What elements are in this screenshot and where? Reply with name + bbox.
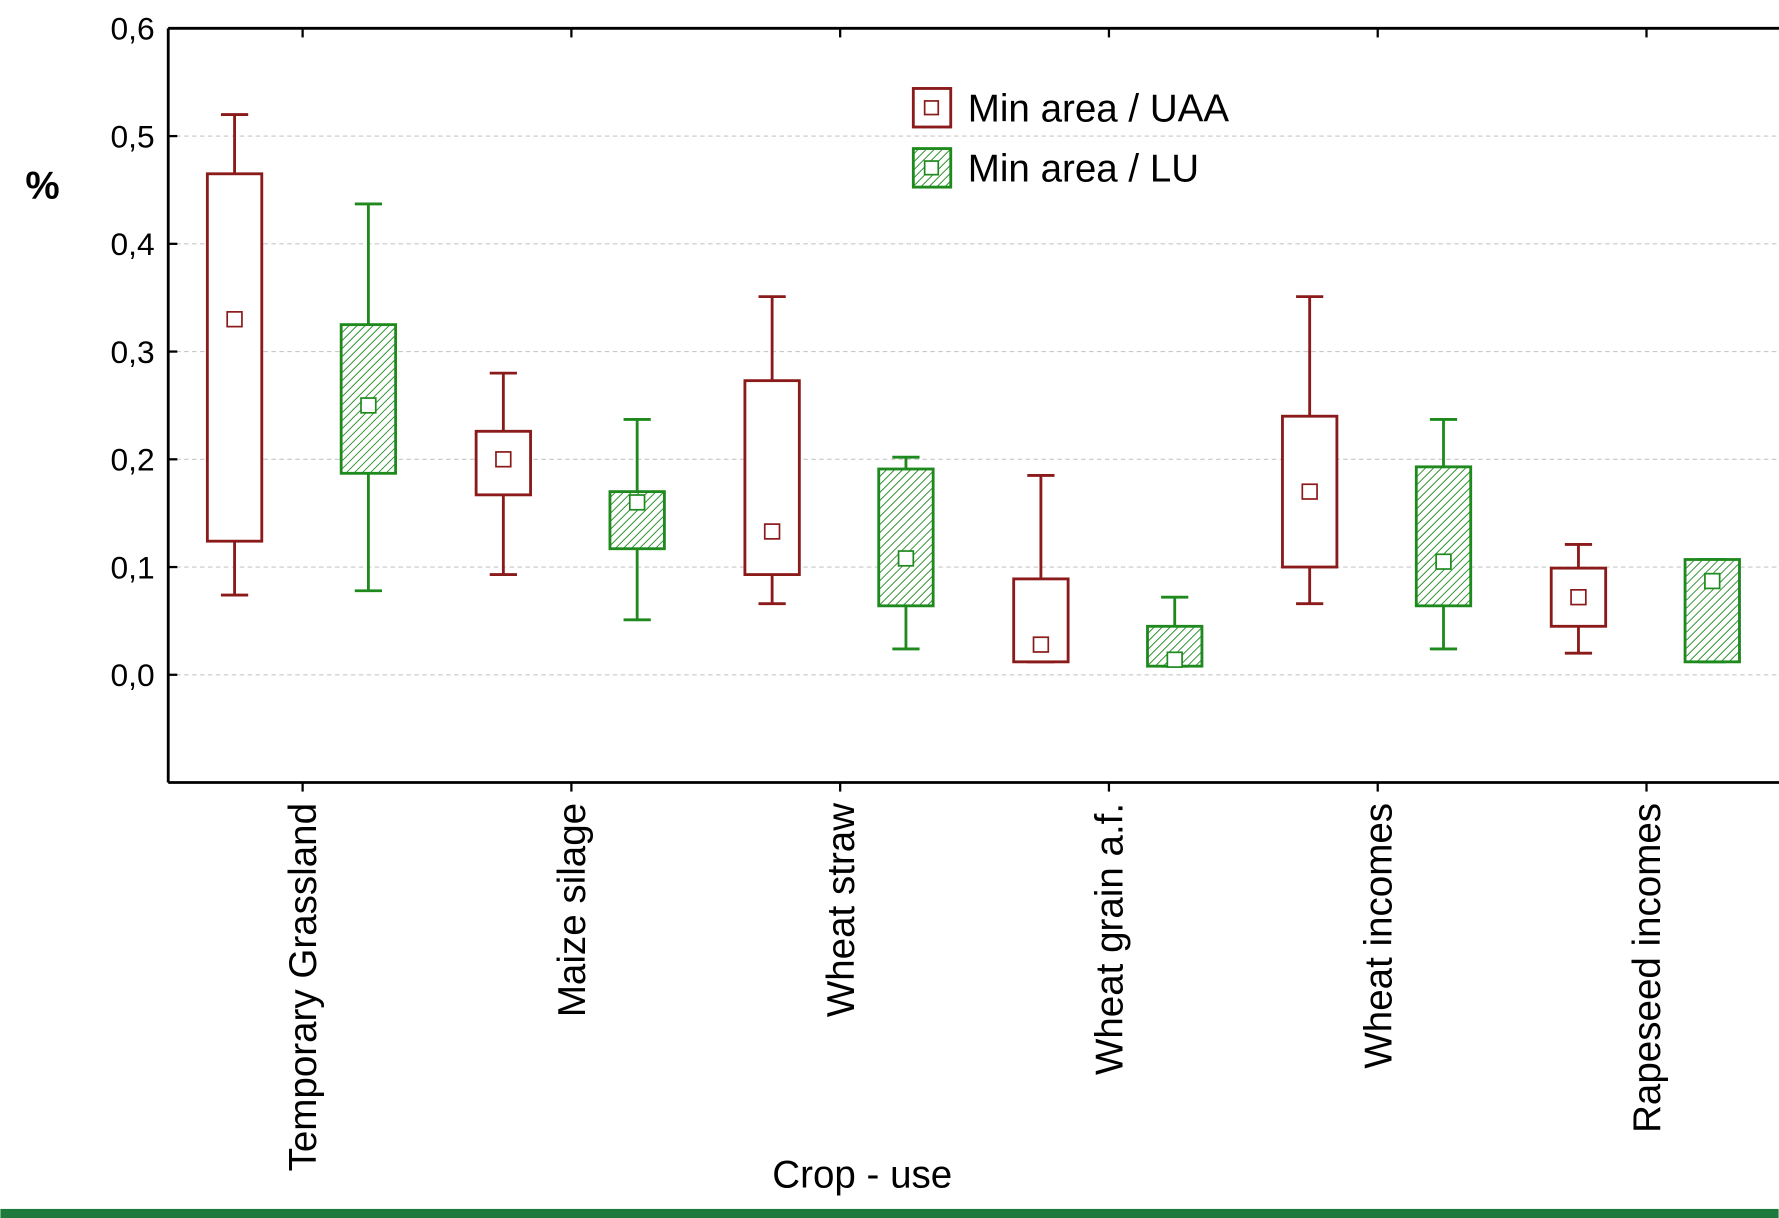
box [1551, 544, 1605, 653]
box [745, 297, 799, 604]
box [1014, 475, 1068, 661]
box [341, 204, 395, 591]
box [610, 419, 664, 619]
x-tick-label: Wheat incomes [1357, 803, 1400, 1069]
x-tick-label: Temporary Grassland [282, 803, 325, 1171]
y-tick-label: 0,2 [110, 442, 154, 478]
x-tick-label: Maize silage [551, 803, 594, 1017]
box [1148, 597, 1202, 667]
legend-label: Min area / UAA [968, 87, 1230, 130]
y-tick-label: 0,0 [110, 657, 154, 693]
box [476, 373, 530, 574]
box [1416, 419, 1470, 648]
box-body [879, 469, 933, 606]
x-axis-label: Crop - use [772, 1153, 952, 1196]
y-tick-label: 0,3 [110, 334, 154, 370]
y-tick-label: 0,5 [110, 118, 154, 154]
x-tick-label: Wheat straw [820, 803, 863, 1017]
box-body [745, 381, 799, 575]
legend-marker [925, 101, 939, 115]
box [207, 115, 261, 596]
mid-marker [1302, 484, 1317, 499]
box-body [1416, 467, 1470, 606]
mid-marker [899, 551, 914, 566]
box-body [207, 174, 261, 541]
y-axis-label: % [25, 164, 59, 207]
y-tick-label: 0,1 [110, 549, 154, 585]
mid-marker [1571, 590, 1586, 605]
box [879, 457, 933, 649]
mid-marker [1034, 637, 1049, 652]
mid-marker [361, 398, 376, 413]
legend-marker [925, 161, 939, 175]
mid-marker [227, 312, 242, 327]
x-tick-label: Wheat grain a.f. [1089, 803, 1132, 1075]
mid-marker [1705, 574, 1720, 589]
mid-marker [630, 495, 645, 510]
box [1282, 297, 1336, 604]
chart: % Crop - use 0,0 0,1 0,2 0,3 0,4 0,5 0,6 Tempor… [0, 0, 1779, 1218]
y-tick-label: 0,6 [110, 11, 154, 47]
mid-marker [1167, 652, 1182, 667]
footer-bar [0, 1209, 1778, 1218]
box [1685, 559, 1739, 661]
mid-marker [1436, 554, 1451, 569]
mid-marker [496, 452, 511, 467]
x-tick-label: Rapeseed incomes [1626, 803, 1669, 1133]
y-tick-label: 0,4 [110, 226, 154, 262]
mid-marker [765, 524, 780, 539]
legend-label: Min area / LU [968, 147, 1199, 190]
